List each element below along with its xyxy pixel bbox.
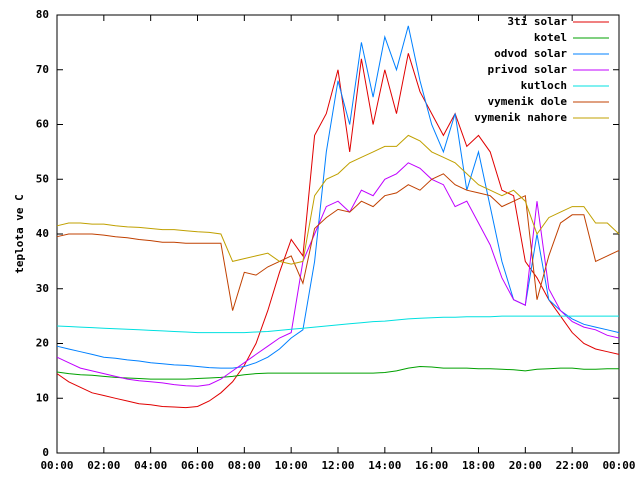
x-tick-label: 02:00 [87,459,120,472]
y-tick-label: 30 [36,282,49,295]
series-line [56,315,619,334]
x-tick-label: 18:00 [462,459,495,472]
legend-label: kotel [534,31,567,44]
x-tick-label: 10:00 [275,459,308,472]
series-line [56,134,620,265]
series-line [56,365,619,380]
series-line [56,162,620,387]
series-line [56,53,620,409]
legend-label: odvod solar [494,47,567,60]
x-tick-label: 00:00 [602,459,635,472]
y-tick-label: 70 [36,63,49,76]
y-tick-label: 10 [36,391,49,404]
y-tick-label: 20 [36,337,49,350]
x-tick-label: 16:00 [415,459,448,472]
y-tick-label: 40 [36,227,49,240]
x-tick-label: 14:00 [368,459,401,472]
legend-label: privod solar [488,63,568,76]
y-axis-label: teplota ve C [13,194,26,273]
legend-label: 3ti solar [507,15,567,28]
legend-label: vymenik nahore [474,111,567,124]
x-tick-label: 12:00 [321,459,354,472]
y-tick-label: 60 [36,118,49,131]
y-tick-label: 0 [42,446,49,459]
x-tick-label: 04:00 [134,459,167,472]
x-tick-label: 00:00 [40,459,73,472]
x-tick-label: 20:00 [509,459,542,472]
series-line [56,173,620,311]
x-tick-label: 22:00 [556,459,589,472]
x-tick-label: 08:00 [228,459,261,472]
legend-label: kutloch [521,79,567,92]
y-tick-label: 50 [36,172,49,185]
legend-label: vymenik dole [488,95,568,108]
x-tick-label: 06:00 [181,459,214,472]
y-tick-label: 80 [36,8,49,21]
